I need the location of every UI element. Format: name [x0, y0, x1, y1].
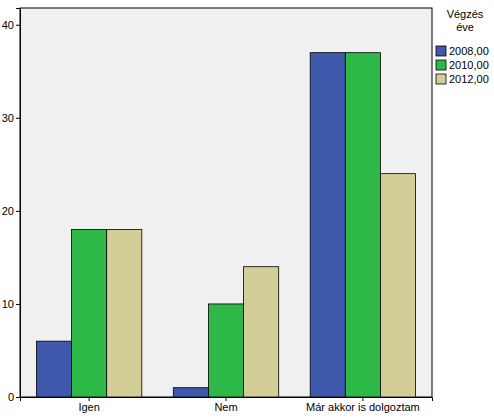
y-tick: 30 [2, 112, 20, 124]
bar [36, 341, 71, 397]
y-tick-label: 0 [8, 391, 14, 403]
y-tick-label: 40 [2, 19, 14, 31]
bar [208, 304, 243, 397]
y-tick-mark [16, 25, 20, 26]
legend-title: Végzéséve [447, 8, 484, 33]
x-tick: Igen [78, 397, 99, 413]
y-tick-label: 10 [2, 298, 14, 310]
y-tick: 10 [2, 298, 20, 310]
y-tick-mark [16, 118, 20, 119]
bars [36, 53, 415, 397]
x-tick: Már akkor is dolgoztam [306, 397, 420, 413]
y-axis: 0 10 20 30 40 [2, 9, 21, 404]
bar [173, 388, 208, 397]
x-tick-label: Igen [78, 401, 99, 413]
plot-frame [20, 8, 432, 397]
legend-label: 2012,00 [449, 73, 489, 85]
x-tick: Nem [214, 397, 237, 413]
y-tick-mark [16, 211, 20, 212]
legend: Végzéséve 2008,00 2010,00 2012,00 [436, 8, 489, 85]
y-tick: 20 [2, 205, 20, 217]
bar [345, 53, 380, 397]
chart: 0 10 20 30 40 Igen Nem Már akkor is dolgoztam Vé… [0, 0, 494, 418]
legend-label: 2008,00 [449, 45, 489, 57]
y-axis-line [16, 9, 21, 398]
y-tick: 40 [2, 19, 20, 31]
legend-swatch [436, 46, 446, 56]
x-tick-label: Már akkor is dolgoztam [306, 401, 420, 413]
y-tick-label: 30 [2, 112, 14, 124]
bar [380, 174, 415, 397]
y-tick: 0 [8, 391, 20, 403]
bar [310, 53, 345, 397]
y-tick-mark [16, 304, 20, 305]
bar [244, 267, 279, 397]
bar [72, 229, 107, 397]
bar [107, 229, 142, 397]
plot: 0 10 20 30 40 Igen Nem Már akkor is dolgoztam [2, 8, 433, 413]
y-tick-mark [16, 397, 20, 398]
x-axis: Igen Nem Már akkor is dolgoztam [21, 397, 433, 413]
legend-swatch [436, 74, 446, 84]
x-tick-label: Nem [214, 401, 237, 413]
legend-swatch [436, 60, 446, 70]
legend-label: 2010,00 [449, 59, 489, 71]
y-tick-label: 20 [2, 205, 14, 217]
